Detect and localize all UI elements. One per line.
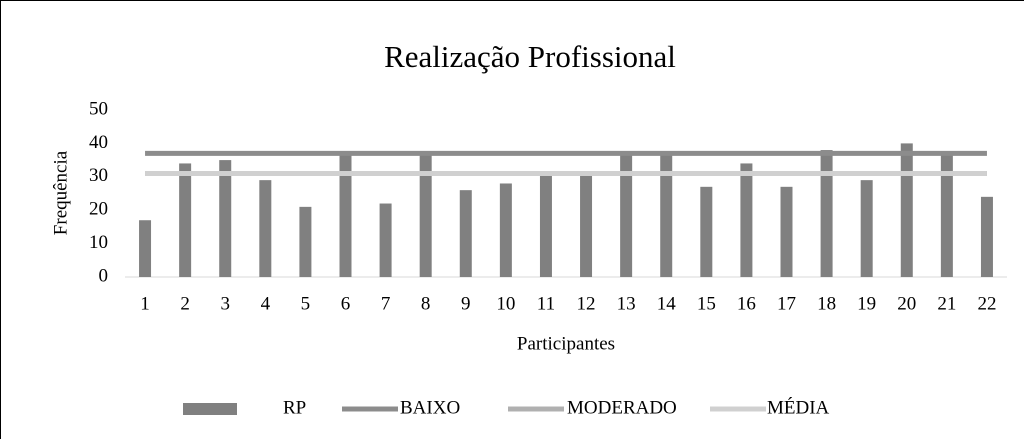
- bar: [660, 153, 673, 277]
- x-tick-label: 8: [421, 293, 431, 314]
- x-tick-label: 4: [261, 293, 271, 314]
- legend-label: MODERADO: [567, 397, 677, 418]
- x-tick-label: 5: [301, 293, 311, 314]
- bar: [179, 163, 192, 277]
- bar: [820, 150, 833, 277]
- x-tick-label: 19: [857, 293, 876, 314]
- x-tick-label: 11: [537, 293, 555, 314]
- bar: [940, 153, 953, 277]
- bar: [499, 183, 512, 277]
- x-tick-label: 7: [381, 293, 391, 314]
- bar: [580, 173, 593, 277]
- bar: [459, 190, 472, 277]
- x-tick-label: 17: [777, 293, 796, 314]
- x-tick-label: 14: [657, 293, 677, 314]
- bar: [780, 186, 793, 277]
- y-tick-label: 20: [89, 199, 108, 220]
- y-tick-label: 40: [89, 132, 108, 153]
- x-tick-label: 3: [220, 293, 230, 314]
- bar: [620, 153, 633, 277]
- x-tick-label: 21: [937, 293, 956, 314]
- legend-label: BAIXO: [400, 397, 460, 418]
- x-tick-label: 22: [977, 293, 996, 314]
- bar: [980, 196, 993, 277]
- chart-title: Realização Profissional: [384, 39, 676, 74]
- x-tick-label: 6: [341, 293, 351, 314]
- bar: [900, 143, 913, 277]
- x-tick-label: 10: [496, 293, 515, 314]
- x-tick-label: 16: [737, 293, 756, 314]
- bar: [139, 220, 152, 277]
- bar: [700, 186, 713, 277]
- bar: [860, 180, 873, 277]
- x-tick-label: 20: [897, 293, 916, 314]
- legend-label: RP: [283, 397, 306, 418]
- x-axis-label: Participantes: [517, 333, 615, 354]
- bar: [539, 173, 552, 277]
- x-tick-label: 13: [617, 293, 636, 314]
- legend-label: MÉDIA: [767, 396, 830, 418]
- bar: [419, 153, 432, 277]
- bar: [379, 203, 392, 277]
- bar: [740, 163, 753, 277]
- bar: [339, 153, 352, 277]
- x-tick-label: 18: [817, 293, 836, 314]
- bar: [299, 206, 312, 277]
- x-tick-label: 2: [180, 293, 190, 314]
- bar: [219, 160, 232, 277]
- x-tick-label: 9: [461, 293, 471, 314]
- y-tick-label: 30: [89, 165, 108, 186]
- x-tick-label: 1: [140, 293, 150, 314]
- bar: [259, 180, 272, 277]
- y-axis-label: Frequência: [50, 150, 71, 235]
- y-tick-label: 50: [89, 98, 108, 119]
- x-tick-label: 12: [577, 293, 596, 314]
- x-tick-label: 15: [697, 293, 716, 314]
- y-tick-label: 0: [99, 265, 109, 286]
- y-tick-label: 10: [89, 232, 108, 253]
- legend-swatch: [183, 403, 237, 415]
